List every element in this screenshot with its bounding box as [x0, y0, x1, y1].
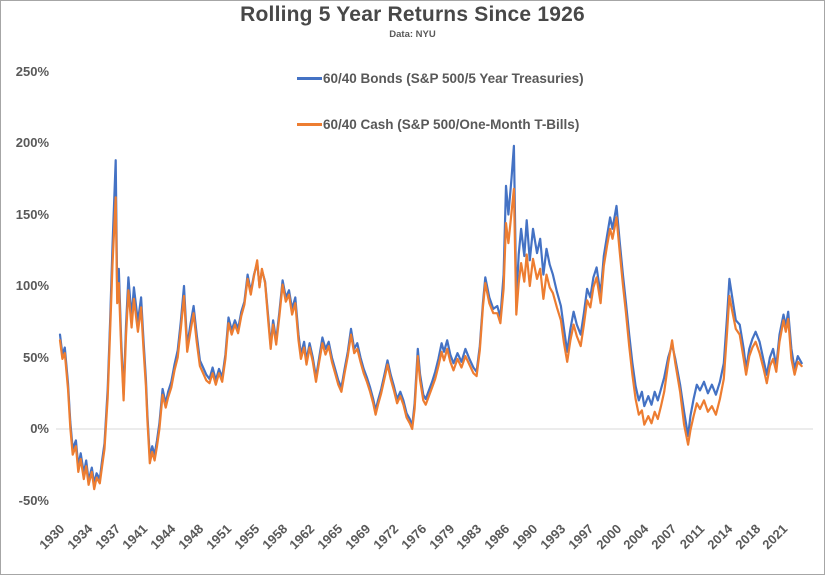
- y-tick-label: 250%: [15, 63, 49, 79]
- legend-label-cash: 60/40 Cash (S&P 500/One-Month T-Bills): [323, 116, 580, 132]
- y-tick-label: 50%: [22, 349, 49, 365]
- legend-label-bonds: 60/40 Bonds (S&P 500/5 Year Treasuries): [323, 70, 584, 86]
- y-tick-label: 0%: [30, 421, 49, 436]
- legend-item-cash: 60/40 Cash (S&P 500/One-Month T-Bills): [297, 116, 579, 132]
- legend-item-bonds: 60/40 Bonds (S&P 500/5 Year Treasuries): [297, 70, 584, 86]
- y-tick-label: 200%: [15, 135, 49, 150]
- cash-series-line: [58, 187, 803, 491]
- bonds-series-line: [58, 144, 803, 485]
- chart-title: Rolling 5 Year Returns Since 1926: [240, 3, 585, 26]
- chart-subtitle: Data: NYU: [389, 29, 436, 40]
- y-tick-label: 100%: [15, 278, 49, 293]
- y-tick-label: -50%: [18, 492, 49, 508]
- bonds-line-swatch-icon: [297, 76, 322, 80]
- y-tick-label: 150%: [15, 206, 49, 222]
- cash-line-swatch-icon: [297, 122, 322, 126]
